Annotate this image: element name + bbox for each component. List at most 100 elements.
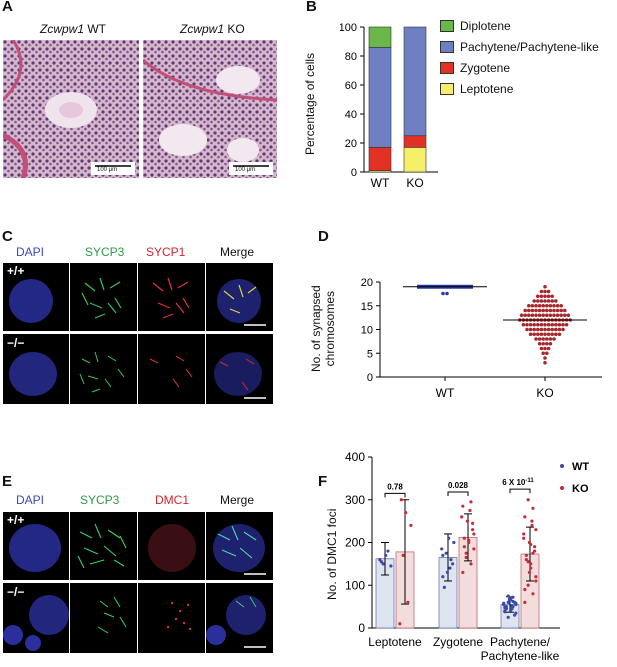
data-point [523,515,527,519]
data-point [442,585,446,589]
ko-dot [519,313,524,318]
ko-dot [537,313,542,318]
ko-dot [548,303,553,308]
legend-swatch [440,19,454,32]
y-tick-label: 100 [345,578,365,592]
ko-dot [543,356,547,360]
ko-dot [521,322,526,327]
data-point [399,498,403,502]
micro-c-wt-sycp3 [70,263,137,331]
channel-label-dmc1: DMC1 [155,493,190,507]
micro-c-ko-sycp3 [70,334,137,404]
data-point [526,583,530,587]
x-category-label: Leptotene [368,635,422,649]
data-point [506,594,510,598]
ko-dot [543,299,547,303]
data-point [531,551,535,555]
ko-dot [537,341,542,346]
x-category-label: Pachytene-like [481,649,560,662]
y-tick-label: 0 [358,621,365,635]
ko-dot [545,337,549,341]
legend-label: Leptotene [460,81,514,96]
bar-segment [368,26,392,48]
data-point [531,506,535,510]
data-point [468,508,472,513]
legend-label: Zygotene [460,60,511,75]
micro-e-wt-dapi [3,512,69,580]
ko-dot [546,289,551,294]
ko-dot [552,313,556,318]
data-point [451,562,455,566]
ko-dot [543,346,547,351]
data-point [534,579,538,583]
ko-dot [534,313,538,318]
row-label-ko: −/− [7,336,25,350]
ko-dot [532,299,536,303]
ko-dot [559,308,563,313]
data-point [398,622,402,626]
data-point [464,551,468,555]
ko-dot [543,294,547,299]
y-tick-label: 100 [340,22,357,34]
data-point [514,611,518,615]
micro-e-wt-sycp3 [70,512,137,580]
scale-bar-label: 100 μm [235,167,256,173]
data-point [406,600,410,604]
ko-dot [523,313,527,318]
scale-bar-label: 100 μm [97,167,118,173]
row-label-wt: +/+ [7,264,25,278]
ko-dot [525,322,529,327]
p-value-label: 6 X 10-11 [502,478,534,487]
data-point [461,504,465,508]
micro-e-ko-sycp3 [70,583,137,653]
micro-c-wt-merge [206,263,273,331]
ko-dot [548,337,553,341]
ko-dot [543,289,547,294]
legend-swatch [440,61,454,74]
ko-dot [534,308,538,313]
panel-a-wt-title: Zcwpw1 WT [40,22,106,36]
panel-b-ylabel: Percentage of cells [303,52,317,155]
data-point [469,500,473,504]
ko-dot [530,308,535,313]
ko-dot [541,351,545,356]
genotype: KO [224,22,245,36]
ko-dot [536,332,540,337]
ko-dot [545,351,549,356]
data-point [502,602,506,607]
data-point [445,570,450,575]
ko-dot [552,337,556,341]
wt-dot [441,291,445,296]
legend-label: Diplotene [460,18,511,33]
data-point [461,570,465,575]
data-point [529,566,533,570]
ko-dot [555,313,560,318]
data-point [471,521,475,525]
ko-dot [530,313,535,318]
ko-dot [527,308,531,313]
significance-bracket [384,492,406,498]
ko-dot [546,299,551,303]
ko-dot [532,327,536,332]
ko-dot [539,327,544,332]
ko-dot [554,332,558,337]
data-point [514,601,518,605]
micro-c-wt-sycp1 [138,263,205,331]
data-point [534,528,538,532]
data-point [534,575,538,579]
ko-dot [550,294,554,299]
ko-dot [537,337,542,341]
ko-dot [552,308,556,313]
x-tick-label: KO [406,176,423,187]
legend-swatch [440,40,454,53]
x-category-label: Pachytene/ [490,635,551,649]
ko-dot [550,322,554,327]
data-point [441,553,445,557]
panel-letter-d: D [318,228,329,245]
panel-d-chart: 0 5 10 15 20 WT KO [361,277,602,400]
ko-dot [539,332,544,337]
ko-dot [545,313,549,318]
legend-item-leptotene: Leptotene [440,78,599,99]
ko-dot [543,327,547,332]
panel-letter-b: B [306,0,317,15]
